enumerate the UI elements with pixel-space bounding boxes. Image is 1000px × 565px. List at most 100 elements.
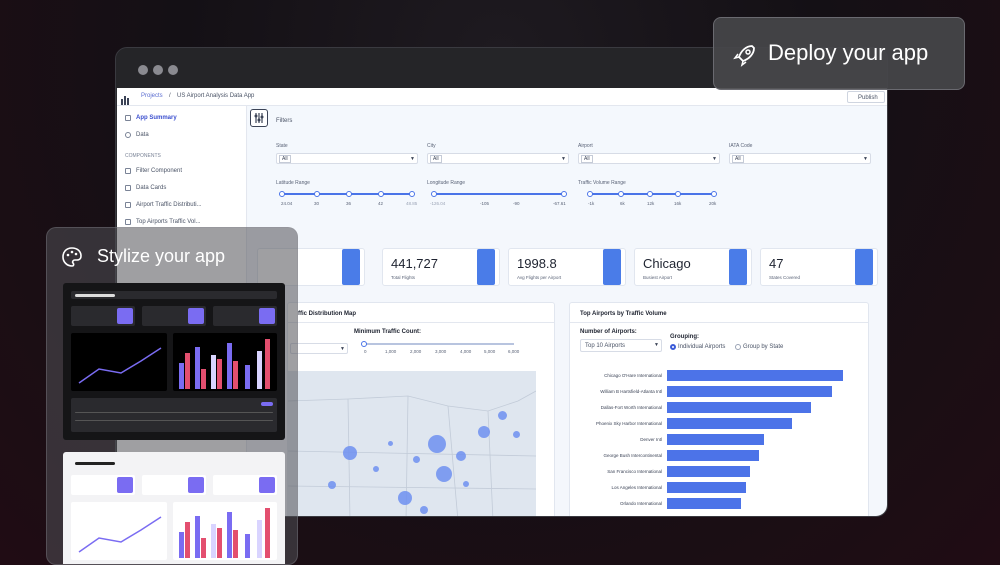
- num-airports-select[interactable]: Top 10 Airports ▼: [580, 339, 662, 352]
- deploy-card[interactable]: Deploy your app: [713, 17, 965, 90]
- map-select[interactable]: ▼: [290, 343, 348, 354]
- sidebar-item-data-cards[interactable]: Data Cards: [125, 185, 166, 191]
- slider-handle[interactable]: [561, 191, 567, 197]
- card-value: 1998.8: [517, 256, 557, 271]
- map-point[interactable]: [373, 466, 379, 472]
- app-header: Projects / US Airport Analysis Data App …: [117, 88, 887, 106]
- filter-toggle-icon[interactable]: [250, 109, 268, 127]
- traffic-slider[interactable]: [587, 191, 717, 197]
- slider-handle[interactable]: [279, 191, 285, 197]
- longitude-label: Longitude Range: [427, 180, 466, 186]
- slider-handle[interactable]: [409, 191, 415, 197]
- map-point[interactable]: [436, 466, 452, 482]
- preview-header: [71, 291, 277, 299]
- iata-select[interactable]: All ▼: [729, 153, 871, 164]
- publish-button[interactable]: Publish: [847, 91, 885, 103]
- window-dot: [138, 65, 148, 75]
- state-chip[interactable]: All: [279, 155, 291, 163]
- card-accent-bar: [603, 249, 621, 285]
- sidebar-item-label: Filter Component: [136, 168, 183, 174]
- sidebar-item-data[interactable]: Data: [125, 132, 149, 138]
- chevron-down-icon: ▼: [561, 156, 566, 162]
- light-theme-preview[interactable]: [63, 452, 285, 564]
- slider-handle[interactable]: [711, 191, 717, 197]
- card-value: Chicago: [643, 256, 691, 271]
- map-point[interactable]: [343, 446, 357, 460]
- card-label: Busiest Airport: [643, 275, 673, 280]
- slider-handle[interactable]: [314, 191, 320, 197]
- tick-label: 0: [364, 349, 367, 354]
- card-label: Avg Flights per Airport: [517, 275, 562, 280]
- slider-handle[interactable]: [618, 191, 624, 197]
- card-accent-bar: [477, 249, 495, 285]
- longitude-slider[interactable]: [431, 191, 567, 197]
- sidebar-item-label: Top Airports Traffic Vol...: [136, 219, 201, 225]
- sidebar-item-label: App Summary: [136, 115, 177, 121]
- sidebar-item-top-airports[interactable]: Top Airports Traffic Vol...: [125, 219, 201, 225]
- map-point[interactable]: [456, 451, 466, 461]
- iata-label: IATA Code: [729, 143, 753, 149]
- latitude-slider[interactable]: [279, 191, 415, 197]
- city-chip[interactable]: All: [430, 155, 442, 163]
- filter-icon: [125, 168, 131, 174]
- stylize-card[interactable]: Stylize your app: [46, 227, 298, 565]
- data-card-avg-flights: 1998.8 Avg Flights per Airport: [508, 248, 626, 286]
- sidebar-item-airport-traffic[interactable]: Airport Traffic Distributi...: [125, 202, 202, 208]
- slider-handle[interactable]: [378, 191, 384, 197]
- breadcrumb-projects[interactable]: Projects: [141, 93, 163, 99]
- map-borders: [288, 390, 536, 516]
- map-point[interactable]: [428, 435, 446, 453]
- tick-label: -67.61: [553, 201, 566, 206]
- browser-window: Projects / US Airport Analysis Data App …: [115, 47, 888, 517]
- airport-select[interactable]: All ▼: [578, 153, 720, 164]
- card-accent-bar: [729, 249, 747, 285]
- slider-handle[interactable]: [346, 191, 352, 197]
- chevron-down-icon: ▼: [654, 342, 659, 348]
- state-select[interactable]: All ▼: [276, 153, 418, 164]
- iata-chip[interactable]: All: [732, 155, 744, 163]
- slider-handle[interactable]: [587, 191, 593, 197]
- airport-chip[interactable]: All: [581, 155, 593, 163]
- slider-handle[interactable]: [675, 191, 681, 197]
- map-point[interactable]: [328, 481, 336, 489]
- chevron-down-icon: ▼: [410, 156, 415, 162]
- dark-theme-preview[interactable]: [63, 283, 285, 440]
- map-point[interactable]: [513, 431, 520, 438]
- map-point[interactable]: [478, 426, 490, 438]
- publish-label: Publish: [858, 95, 878, 101]
- grouping-label: Grouping:: [670, 334, 699, 340]
- map-point[interactable]: [413, 456, 420, 463]
- radio-group-state[interactable]: [735, 344, 741, 350]
- radio-individual[interactable]: [670, 344, 676, 350]
- tick-label: 5,000: [484, 349, 496, 354]
- window-dot: [168, 65, 178, 75]
- divider: [288, 322, 554, 323]
- chart-icon: [125, 219, 131, 225]
- map-point[interactable]: [388, 441, 393, 446]
- map-point[interactable]: [420, 506, 428, 514]
- card-label: States Covered: [769, 275, 801, 280]
- sidebar-item-app-summary[interactable]: App Summary: [125, 115, 177, 121]
- sidebar-item-filter-component[interactable]: Filter Component: [125, 168, 182, 174]
- tick-label: 24.04: [281, 201, 293, 206]
- preview-card: [213, 475, 277, 495]
- slider-handle[interactable]: [431, 191, 437, 197]
- stylize-label: Stylize your app: [97, 246, 226, 266]
- map-point[interactable]: [398, 491, 412, 505]
- divider: [570, 322, 868, 323]
- map-point[interactable]: [498, 411, 507, 420]
- num-airports-label: Number of Airports:: [580, 329, 637, 335]
- slider-handle[interactable]: [361, 341, 367, 347]
- preview-card: [71, 475, 135, 495]
- preview-bar-chart: [173, 502, 277, 560]
- map-point[interactable]: [463, 481, 469, 487]
- deploy-label: Deploy your app: [768, 40, 929, 65]
- preview-line-chart: [71, 502, 167, 560]
- city-select[interactable]: All ▼: [427, 153, 569, 164]
- slider-handle[interactable]: [647, 191, 653, 197]
- card-accent-bar: [342, 249, 360, 285]
- traffic-map-panel: ffic Distribution Map Minimum Traffic Co…: [287, 302, 555, 516]
- us-map[interactable]: [288, 371, 536, 516]
- min-traffic-slider[interactable]: [361, 341, 514, 347]
- city-label: City: [427, 143, 436, 149]
